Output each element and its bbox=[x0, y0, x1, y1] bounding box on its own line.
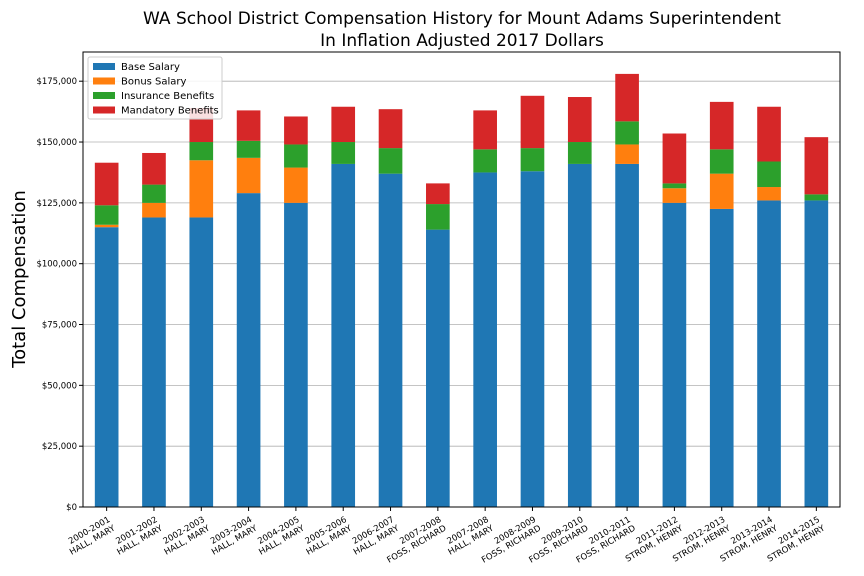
bar-segment bbox=[709, 208, 734, 507]
bar-segment bbox=[94, 227, 119, 507]
bar-segment bbox=[662, 188, 687, 203]
bar-segment bbox=[567, 142, 592, 164]
bar-segment bbox=[331, 142, 356, 164]
chart-title: WA School District Compensation History … bbox=[143, 9, 781, 29]
x-tick-label: 2004-2005HALL, MARY bbox=[252, 515, 307, 558]
bar-segment bbox=[331, 106, 356, 143]
x-tick-label: 2000-2001HALL, MARY bbox=[63, 515, 118, 558]
bar-segment bbox=[567, 97, 592, 143]
bar-segment bbox=[567, 163, 592, 507]
bar-segment bbox=[378, 109, 403, 149]
bar-segment bbox=[804, 200, 829, 507]
bar-segment bbox=[757, 161, 781, 188]
y-tick-label: $75,000 bbox=[42, 321, 77, 331]
bar-segment bbox=[94, 162, 119, 206]
legend-label: Bonus Salary bbox=[121, 77, 187, 88]
bar-segment bbox=[662, 202, 687, 507]
bar-segment bbox=[757, 187, 781, 201]
bars bbox=[94, 73, 829, 508]
bar-segment bbox=[189, 160, 214, 218]
x-tick-label: 2002-2003HALL, MARY bbox=[158, 515, 213, 558]
bar-segment bbox=[142, 202, 166, 218]
y-tick-label: $175,000 bbox=[36, 77, 77, 87]
bar-segment bbox=[426, 183, 450, 205]
bar-segment bbox=[757, 106, 781, 162]
legend-swatch bbox=[93, 77, 115, 85]
bar-segment bbox=[804, 194, 829, 201]
bar-segment bbox=[426, 229, 450, 508]
bar-segment bbox=[331, 163, 356, 507]
bar-segment bbox=[473, 110, 497, 150]
bar-segment bbox=[236, 110, 261, 141]
legend-swatch bbox=[93, 92, 115, 99]
bar-segment bbox=[284, 144, 308, 168]
bar-segment bbox=[236, 140, 261, 158]
x-tick-label: 2005-2006HALL, MARY bbox=[300, 515, 355, 558]
bar-segment bbox=[520, 148, 545, 172]
bar-segment bbox=[236, 157, 261, 194]
x-tick-label: 2006-2007HALL, MARY bbox=[347, 515, 402, 558]
bar-segment bbox=[189, 142, 214, 161]
bar-segment bbox=[236, 193, 261, 508]
bar-segment bbox=[284, 116, 308, 145]
chart-subtitle: In Inflation Adjusted 2017 Dollars bbox=[320, 31, 604, 51]
legend-swatch bbox=[93, 63, 115, 70]
y-tick-label: $0 bbox=[66, 503, 77, 513]
bar-segment bbox=[520, 171, 545, 507]
bar-segment bbox=[94, 205, 119, 225]
bar-segment bbox=[189, 217, 214, 508]
legend-label: Base Salary bbox=[121, 62, 180, 73]
y-axis-label: Total Compensation bbox=[9, 190, 30, 369]
legend-swatch bbox=[93, 106, 115, 114]
legend-label: Insurance Benefits bbox=[121, 91, 214, 102]
bar-segment bbox=[615, 73, 639, 122]
y-tick-label: $125,000 bbox=[36, 199, 77, 209]
bar-segment bbox=[284, 202, 308, 507]
bar-segment bbox=[709, 173, 734, 209]
bar-segment bbox=[804, 137, 829, 195]
bar-segment bbox=[473, 149, 497, 173]
bar-segment bbox=[662, 133, 687, 184]
y-tick-label: $25,000 bbox=[42, 442, 77, 452]
bar-segment bbox=[709, 101, 734, 150]
bar-segment bbox=[709, 149, 734, 174]
bar-segment bbox=[757, 200, 781, 507]
bar-segment bbox=[615, 144, 639, 164]
y-axis-ticks: $0 $25,000 $50,000 $75,000 $100,000 $125,000 $… bbox=[36, 77, 83, 513]
y-tick-label: $50,000 bbox=[42, 381, 77, 391]
legend: Base Salary Bonus Salary Insurance Benefit… bbox=[87, 56, 223, 120]
y-tick-label: $100,000 bbox=[36, 260, 77, 270]
x-tick-label: 2003-2004HALL, MARY bbox=[205, 515, 260, 558]
legend-label: Mandatory Benefits bbox=[121, 106, 219, 117]
bar-segment bbox=[378, 173, 403, 507]
bar-segment bbox=[284, 167, 308, 203]
bar-segment bbox=[142, 184, 166, 203]
x-tick-label: 2001-2002HALL, MARY bbox=[110, 515, 165, 558]
bar-segment bbox=[473, 172, 497, 508]
bar-segment bbox=[94, 224, 119, 228]
bar-segment bbox=[142, 152, 166, 185]
bar-segment bbox=[615, 121, 639, 145]
y-tick-label: $150,000 bbox=[36, 138, 77, 148]
bar-segment bbox=[520, 95, 545, 149]
x-tick-label: 2007-2008HALL, MARY bbox=[442, 515, 497, 558]
bar-segment bbox=[378, 148, 403, 174]
bar-segment bbox=[142, 217, 166, 508]
legend-box bbox=[87, 56, 223, 120]
plot-frame bbox=[82, 51, 841, 508]
bar-segment bbox=[426, 204, 450, 230]
bar-segment bbox=[662, 183, 687, 189]
bar-segment bbox=[615, 163, 639, 507]
